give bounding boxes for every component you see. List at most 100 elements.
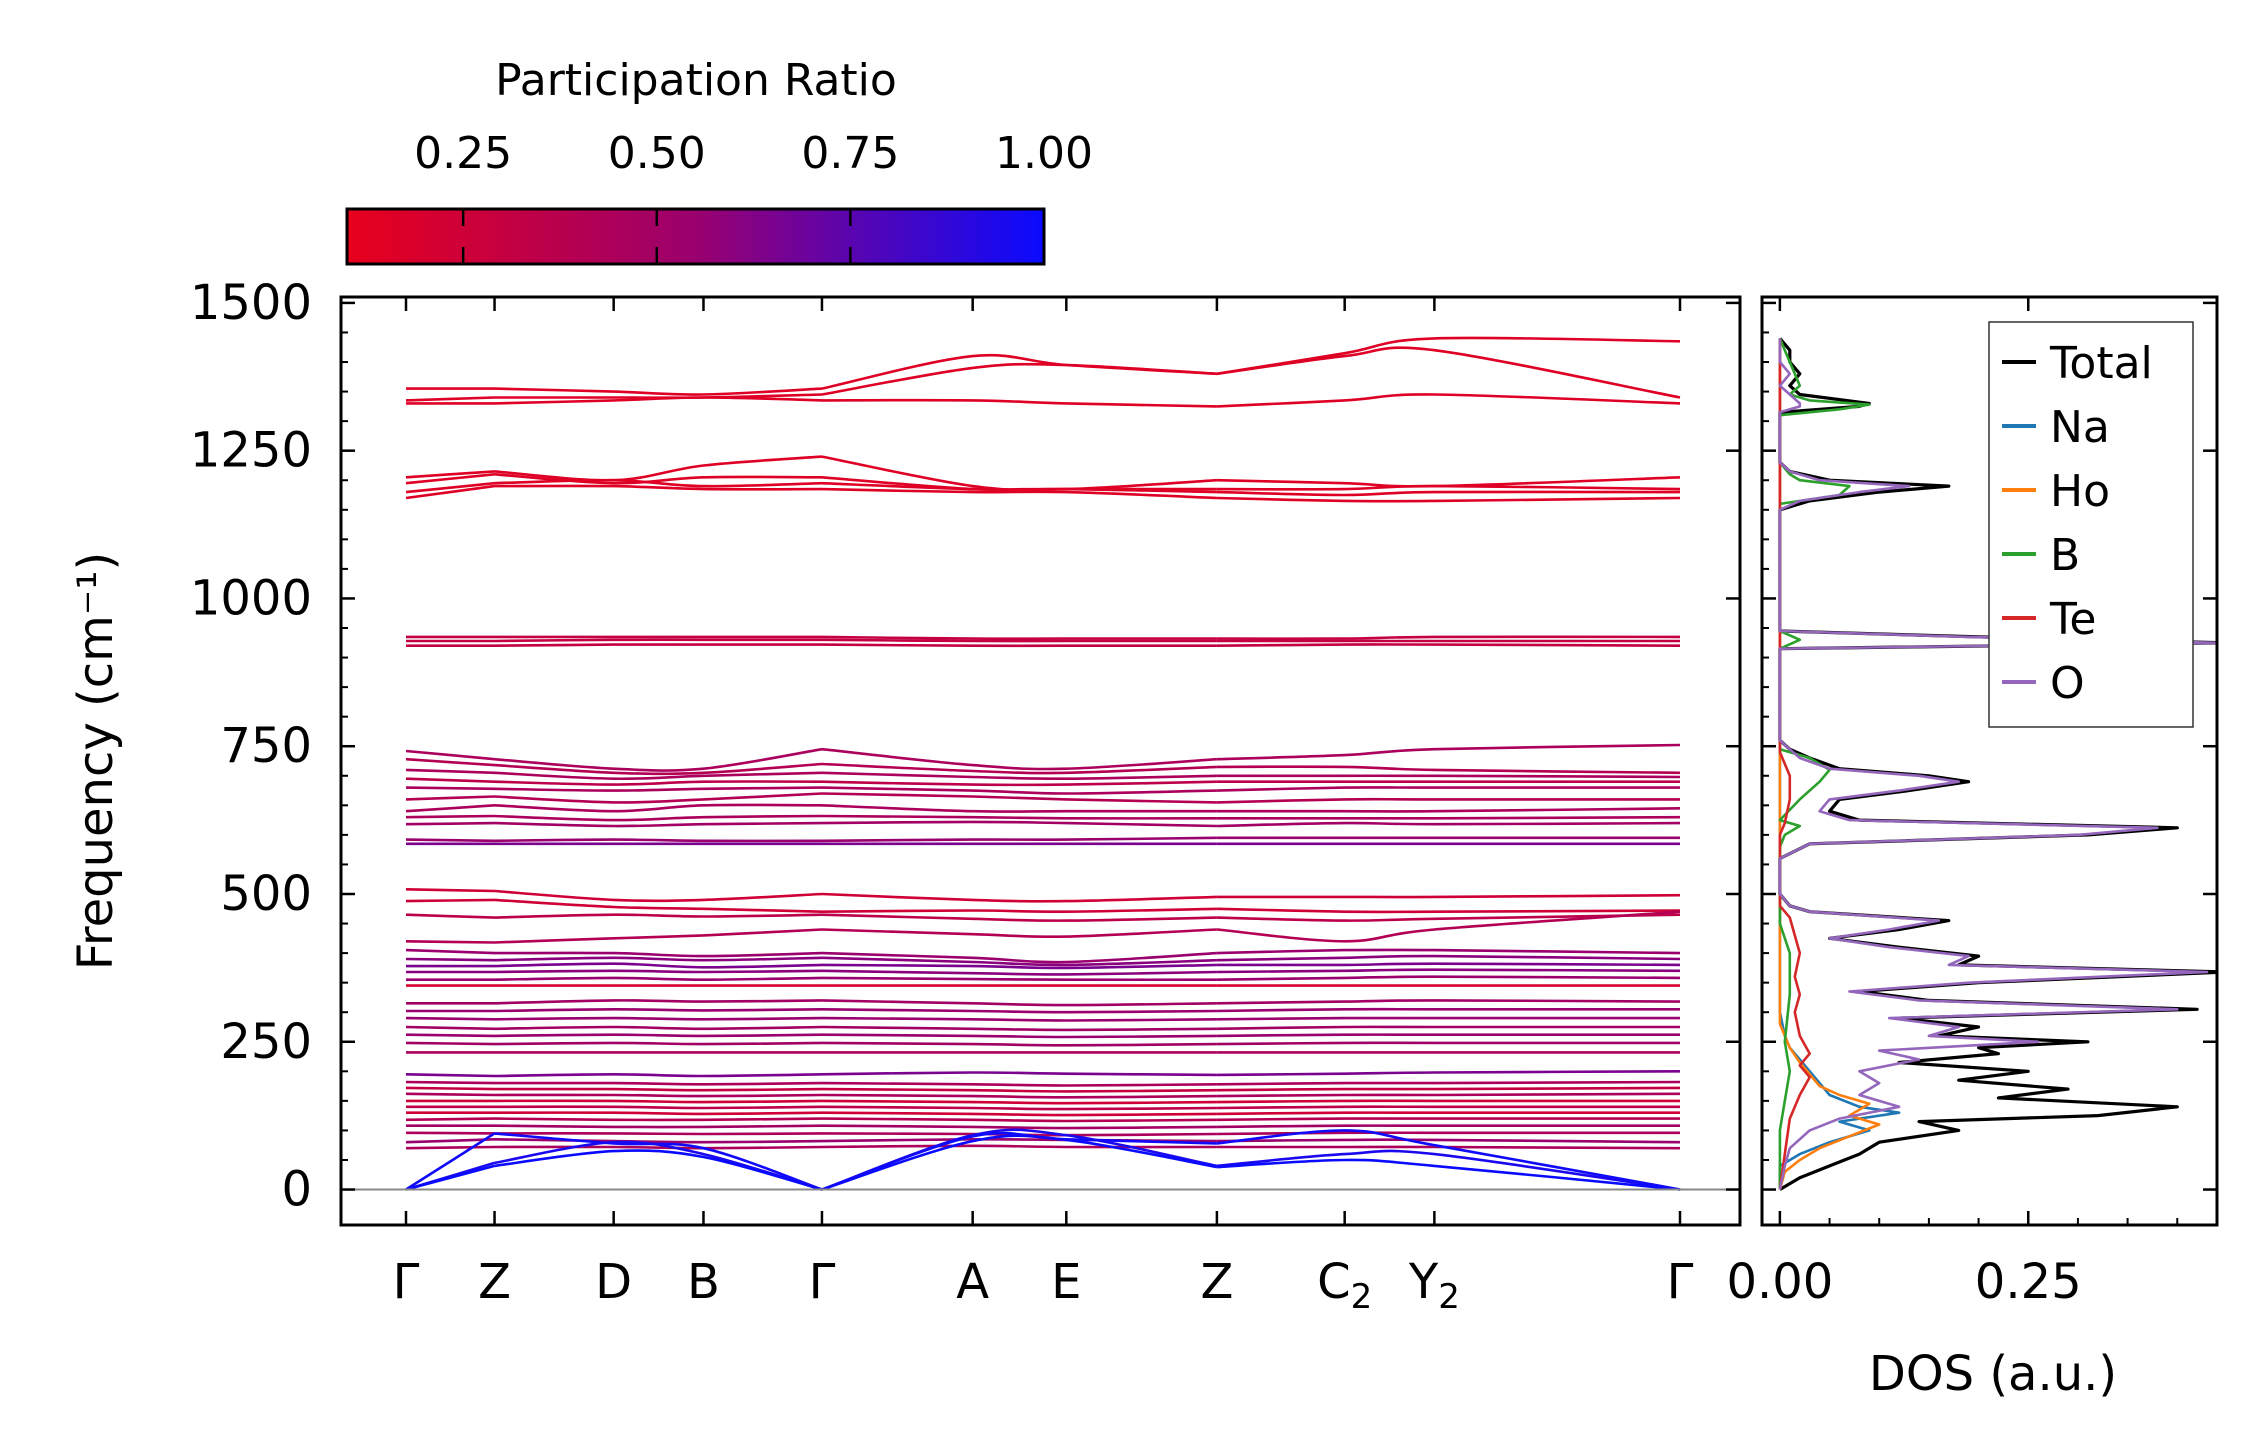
band-line xyxy=(1216,815,1681,820)
band-line xyxy=(821,638,1217,643)
colorbar-tick-label: 1.00 xyxy=(995,128,1093,179)
band-line xyxy=(494,803,823,813)
y-tick-label: 0 xyxy=(281,1162,312,1218)
dos-lines xyxy=(1778,337,2217,1191)
band-y-ticks: 0 250 500 750 1000 1250 1500 xyxy=(190,275,1740,1218)
band-line xyxy=(1216,1158,1681,1191)
dos-x-axis-label: DOS (a.u.) xyxy=(1869,1346,2117,1402)
band-line xyxy=(405,888,495,893)
band-axes-frame xyxy=(339,295,1742,1227)
band-line xyxy=(821,362,1217,396)
band-line xyxy=(494,1132,823,1136)
band-line xyxy=(821,1071,1217,1077)
band-line xyxy=(821,1008,1217,1014)
k-point-label: Γ xyxy=(1667,1254,1694,1310)
colorbar-label: Participation Ratio xyxy=(495,55,897,106)
band-line xyxy=(1216,1099,1680,1104)
band-line xyxy=(1216,999,1681,1005)
k-point-label: A xyxy=(956,1254,989,1310)
dos-x-tick-label: 0.25 xyxy=(1975,1254,2082,1310)
band-line xyxy=(405,913,495,919)
band-line xyxy=(405,1117,495,1122)
band-line xyxy=(405,777,495,783)
colorbar: Participation Ratio 0.25 0.50 0.75 1.00 xyxy=(345,55,1093,266)
band-line xyxy=(1216,774,1681,779)
legend-label: Total xyxy=(2049,338,2153,389)
band-line xyxy=(405,786,495,791)
dos-panel: 0.00 0.25 DOS (a.u.) Total Na Ho B Te O xyxy=(1726,295,2219,1402)
band-line xyxy=(405,1073,495,1078)
k-point-label: Γ xyxy=(393,1254,420,1310)
band-line xyxy=(405,804,495,813)
band-line xyxy=(405,1145,495,1150)
band-line xyxy=(494,1025,823,1031)
band-line xyxy=(1216,1070,1681,1077)
band-line xyxy=(405,838,495,843)
band-line xyxy=(1216,962,1681,967)
band-line xyxy=(405,1092,495,1097)
band-line xyxy=(494,898,823,913)
band-line xyxy=(494,393,823,400)
colorbar-tick-label: 0.75 xyxy=(801,128,899,179)
band-line xyxy=(494,643,822,647)
band-line xyxy=(405,470,495,479)
band-line xyxy=(494,969,823,974)
band-line xyxy=(821,892,1217,903)
dos-line-b xyxy=(1778,337,1871,1190)
band-y-axis-label: Frequency (cm⁻¹) xyxy=(68,552,124,970)
dos-axes-frame xyxy=(1760,295,2219,1227)
band-line xyxy=(1216,1129,1681,1191)
band-line xyxy=(821,1144,1217,1149)
band-lines xyxy=(405,336,1681,1191)
band-line xyxy=(1216,765,1681,775)
band-line xyxy=(494,956,823,962)
y-tick-label: 750 xyxy=(220,718,312,774)
band-line xyxy=(405,1086,495,1091)
k-point-label: C2 xyxy=(1317,1254,1372,1317)
band-line xyxy=(821,635,1217,641)
band-line xyxy=(494,1007,823,1013)
band-line xyxy=(1216,346,1681,399)
band-line xyxy=(821,836,1217,843)
band-line xyxy=(494,913,823,919)
band-line xyxy=(494,1072,823,1078)
band-line xyxy=(494,1124,823,1129)
band-line xyxy=(405,1138,495,1144)
band-line xyxy=(1216,496,1681,503)
band-line xyxy=(821,1105,1217,1111)
band-line xyxy=(1216,893,1681,899)
band-line xyxy=(405,898,495,903)
band-line xyxy=(1216,1145,1681,1150)
band-line xyxy=(821,999,1217,1007)
band-line xyxy=(1216,1086,1681,1092)
band-line xyxy=(405,814,495,819)
band-line xyxy=(1216,948,1681,955)
band-line xyxy=(405,1025,495,1031)
y-tick-label: 1500 xyxy=(190,275,312,331)
band-line xyxy=(405,1131,495,1135)
band-line xyxy=(494,814,823,822)
band-line xyxy=(494,387,823,396)
band-line xyxy=(1216,786,1680,792)
band-line xyxy=(494,484,823,491)
band-line xyxy=(1216,1092,1681,1098)
band-line xyxy=(1216,910,1681,943)
band-line xyxy=(1216,797,1680,804)
band-line xyxy=(494,1149,823,1191)
dos-line-ho xyxy=(1778,338,1881,1190)
band-line xyxy=(494,976,823,982)
band-line xyxy=(1216,1111,1680,1116)
band-line xyxy=(494,838,823,843)
band-line xyxy=(405,749,495,761)
band-line xyxy=(821,969,1217,976)
band-line xyxy=(405,940,495,944)
band-line xyxy=(821,820,1217,828)
band-line xyxy=(405,1080,495,1085)
band-line xyxy=(1216,968,1681,974)
band-line xyxy=(821,1093,1217,1099)
band-line xyxy=(1216,1016,1680,1021)
band-line xyxy=(821,963,1217,970)
colorbar-tick-label: 0.50 xyxy=(608,128,706,179)
dos-x-ticks: 0.00 0.25 xyxy=(1726,297,2179,1310)
